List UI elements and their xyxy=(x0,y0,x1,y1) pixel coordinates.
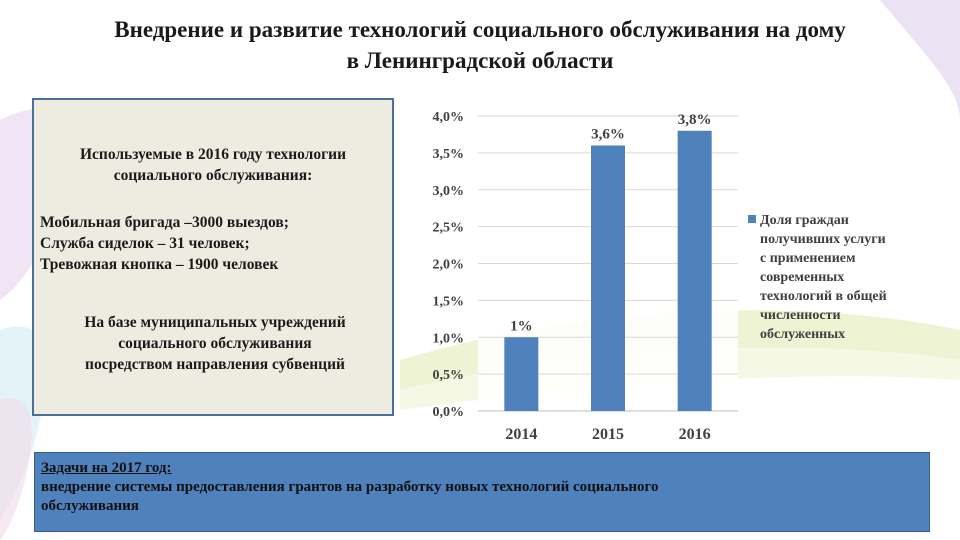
slide-title-line-1: Внедрение и развитие технологий социальн… xyxy=(114,17,846,42)
info-note-line-3: посредством направления субвенций xyxy=(85,356,345,373)
y-tick-label: 4,0% xyxy=(433,110,465,125)
info-item-caregivers: Служба сиделок – 31 человек; xyxy=(40,235,250,252)
tasks-text-line-2: обслуживания xyxy=(41,498,139,514)
tasks-2017-box: Задачи на 2017 год: внедрение системы пр… xyxy=(34,452,930,532)
info-heading-line-1: Используемые в 2016 году технологии xyxy=(79,146,347,163)
legend-label: численности xyxy=(760,308,841,323)
y-tick-label: 3,0% xyxy=(433,184,465,199)
x-tick-label-2015: 2015 xyxy=(592,426,624,443)
slide-title: Внедрение и развитие технологий социальн… xyxy=(20,14,940,76)
y-tick-label: 0,5% xyxy=(433,368,465,383)
tasks-heading: Задачи на 2017 год: xyxy=(41,460,172,476)
bar-chart: 0,0% 0,5% 1,0% 1,5% 2,0% 2,5% 3,0% 3,5% 4,0% 1% 20… xyxy=(433,110,887,443)
legend-label: технологий в общей xyxy=(760,289,887,304)
legend-label: получивших услуги xyxy=(760,232,886,247)
legend-label: обслуженных xyxy=(760,327,845,342)
y-tick-label: 1,5% xyxy=(433,294,465,309)
data-label-2016: 3,8% xyxy=(678,112,712,128)
info-item-mobile-team: Мобильная бригада –3000 выездов; xyxy=(40,214,289,231)
slide-title-line-2: в Ленинградской области xyxy=(346,48,614,73)
bar-2015 xyxy=(591,145,625,411)
y-tick-label: 3,5% xyxy=(433,147,465,162)
info-note-line-1: На базе муниципальных учреждений xyxy=(84,314,346,331)
info-items-list: Мобильная бригада –3000 выездов; Служба … xyxy=(40,212,390,275)
bar-2016 xyxy=(677,130,712,411)
x-tick-label-2014: 2014 xyxy=(505,426,537,443)
data-label-2014: 1% xyxy=(510,318,533,334)
y-tick-label: 1,0% xyxy=(433,331,465,346)
legend-label: Доля граждан xyxy=(760,213,849,228)
y-tick-label: 2,5% xyxy=(433,221,465,236)
legend-marker xyxy=(748,215,756,223)
y-tick-label: 0,0% xyxy=(433,405,465,420)
info-note-line-2: социального обслуживания xyxy=(118,335,312,352)
info-note: На базе муниципальных учреждений социаль… xyxy=(40,312,390,375)
y-tick-label: 2,0% xyxy=(433,258,465,273)
tasks-text-line-1: внедрение системы предоставления грантов… xyxy=(41,479,659,495)
legend-label: с применением xyxy=(760,251,856,266)
legend-label: современных xyxy=(760,270,844,285)
info-heading-line-2: социального обслуживания: xyxy=(113,167,313,184)
technologies-info-box: Используемые в 2016 году технологии соци… xyxy=(32,98,394,416)
x-tick-label-2016: 2016 xyxy=(679,426,711,443)
bar-2014 xyxy=(504,337,539,411)
info-item-alarm-button: Тревожная кнопка – 1900 человек xyxy=(40,256,279,273)
info-heading: Используемые в 2016 году технологии соци… xyxy=(40,144,386,186)
data-label-2015: 3,6% xyxy=(591,127,625,143)
